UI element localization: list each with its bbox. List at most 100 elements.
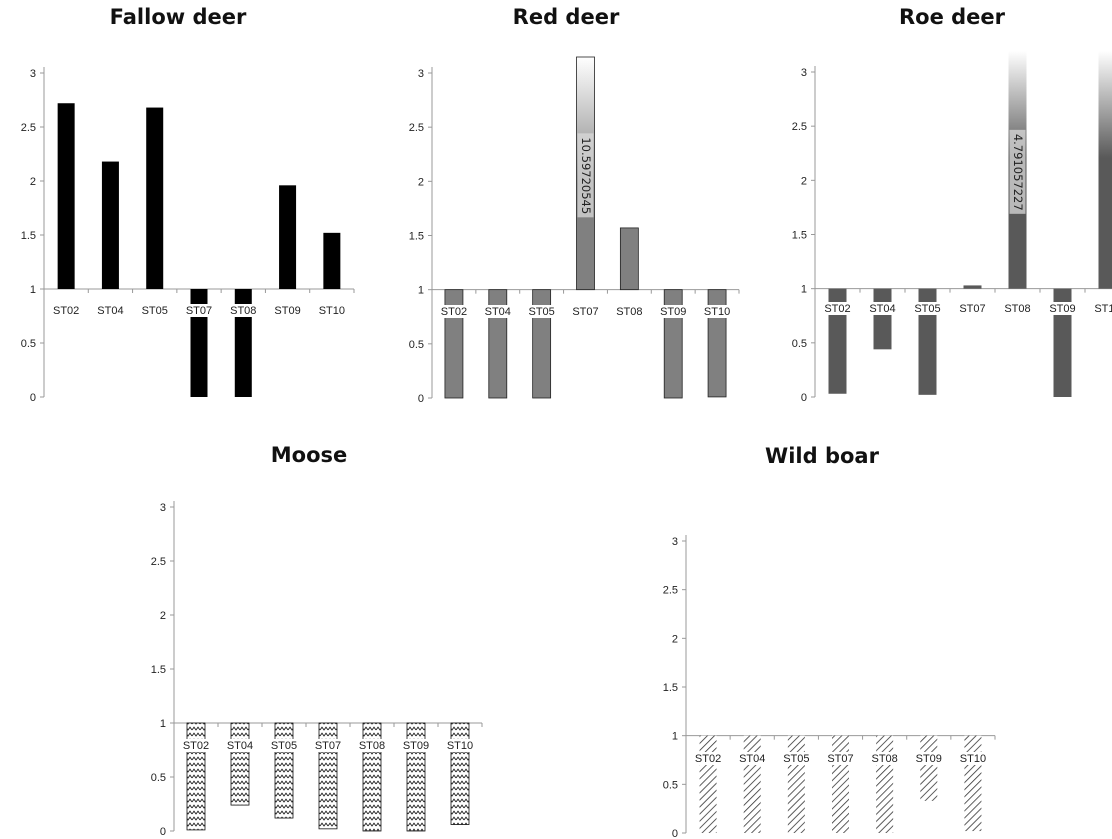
fallow-deer-cat-label-bg — [273, 304, 302, 317]
roe-deer-cat-label-st05: ST05 — [914, 303, 940, 315]
moose-bar-st10 — [450, 722, 470, 825]
wild-boar-cat-label-bg — [914, 752, 943, 765]
wild-boar-cat-label-st07: ST07 — [827, 753, 853, 765]
fallow-deer-title: Fallow deer — [110, 5, 247, 29]
moose-cat-label-st10: ST10 — [447, 740, 473, 752]
roe-deer-cat-label-bg — [868, 302, 897, 315]
fallow-deer-cat-label-st05: ST05 — [142, 305, 168, 317]
fallow-deer-chart: Fallow deer 0 0.5 1 1.5 2 2.5 3 ST02 ST04 ST05 ST07… — [21, 5, 355, 404]
roe-deer-cat-label-bg — [913, 302, 942, 315]
roe-deer-bar-st10 — [1098, 51, 1112, 289]
moose-cat-label-bg — [182, 739, 210, 752]
moose-cat-label-st05: ST05 — [271, 740, 297, 752]
roe-deer-cat-label-st07: ST07 — [959, 303, 985, 315]
red-deer-cat-label-bg — [659, 305, 688, 318]
roe-deer-cat-label-st04: ST04 — [869, 303, 895, 315]
roe-deer-cat-label-bg — [1003, 302, 1032, 315]
wild-boar-y-tick-label: 3 — [672, 536, 678, 548]
roe-deer-bar-st05 — [918, 288, 937, 395]
fallow-deer-y-tick-label: 1.5 — [21, 230, 36, 242]
moose-cat-label-st02: ST02 — [183, 740, 209, 752]
moose-y-tick-label: 3 — [160, 502, 166, 514]
fallow-deer-cat-label-st02: ST02 — [53, 305, 79, 317]
red-deer-y-tick-label: 2 — [418, 176, 424, 188]
fallow-deer-cat-label-bg — [96, 304, 125, 317]
wild-boar-title: Wild boar — [765, 444, 880, 468]
moose-cat-label-st09: ST09 — [403, 740, 429, 752]
fallow-deer-cat-label-st08: ST08 — [230, 305, 256, 317]
red-deer-bar-st08 — [619, 227, 639, 291]
roe-deer-cat-label-bg — [1048, 302, 1077, 315]
fallow-deer-y-tick-label: 2 — [30, 176, 36, 188]
wild-boar-cat-label-st10: ST10 — [960, 753, 986, 765]
roe-deer-bar-st04 — [873, 288, 892, 350]
roe-deer-y-tick-label: 2 — [801, 175, 807, 187]
moose-cat-label-st08: ST08 — [359, 740, 385, 752]
red-deer-cat-label-bg — [483, 305, 512, 318]
fallow-deer-bar-st02 — [57, 103, 75, 290]
fallow-deer-y-tick-label: 3 — [30, 68, 36, 80]
roe-deer-y-tick-label: 3 — [801, 67, 807, 79]
fallow-deer-cat-label-st09: ST09 — [274, 305, 300, 317]
moose-y-tick-label: 2 — [160, 610, 166, 622]
wild-boar-cat-label-bg — [738, 752, 767, 765]
moose-bar-st04 — [230, 722, 250, 806]
roe-deer-title: Roe deer — [899, 5, 1006, 29]
fallow-deer-cat-label-bg — [140, 304, 169, 317]
red-deer-title: Red deer — [513, 5, 620, 29]
red-deer-cat-label-st02: ST02 — [441, 306, 467, 318]
red-deer-y-tick-label: 1 — [418, 285, 424, 297]
roe-deer-cat-label-bg — [958, 302, 987, 315]
wild-boar-bar-st08 — [876, 735, 894, 833]
fallow-deer-cat-label-st10: ST10 — [319, 305, 345, 317]
fallow-deer-y-tick-label: 0.5 — [21, 338, 36, 350]
roe-deer-y-tick-label: 1.5 — [792, 230, 807, 242]
red-deer-y-tick-label: 3 — [418, 68, 424, 80]
moose-cat-label-st04: ST04 — [227, 740, 253, 752]
red-deer-cat-label-st10: ST10 — [704, 306, 730, 318]
roe-deer-cat-label-bg — [823, 302, 852, 315]
moose-y-tick-label: 1.5 — [151, 664, 166, 676]
moose-y-tick-label: 1 — [160, 718, 166, 730]
moose-chart: Moose 0 0.5 1 1.5 2 2.5 3 ST02 ST04 ST05 ST07 ST08 ST… — [151, 443, 483, 838]
moose-cat-label-st07: ST07 — [315, 740, 341, 752]
fallow-deer-bar-st05 — [146, 107, 164, 289]
red-deer-chart: Red deer 0 0.5 1 1.5 2 2.5 3 10.59720545 ST02 ST04… — [409, 5, 740, 405]
moose-title: Moose — [271, 443, 348, 467]
wild-boar-chart: Wild boar 0 0.5 1 1.5 2 2.5 3 ST02 ST04 ST05 ST07 ST… — [663, 444, 996, 839]
moose-bar-st05 — [274, 722, 294, 819]
wild-boar-y-tick-label: 1.5 — [663, 682, 678, 694]
wild-boar-cat-label-bg — [958, 752, 987, 765]
wild-boar-cat-label-st04: ST04 — [739, 753, 765, 765]
wild-boar-cat-label-st05: ST05 — [783, 753, 809, 765]
wild-boar-y-tick-label: 2.5 — [663, 585, 678, 597]
moose-cat-label-bg — [270, 739, 298, 752]
fallow-deer-y-tick-label: 2.5 — [21, 122, 36, 134]
roe-deer-y-tick-label: 1 — [801, 284, 807, 296]
red-deer-cat-label-st07: ST07 — [572, 306, 598, 318]
moose-cat-label-bg — [314, 739, 342, 752]
red-deer-cat-label-st09: ST09 — [660, 306, 686, 318]
roe-deer-bar-st09 — [1053, 288, 1072, 397]
fallow-deer-y-tick-label: 1 — [30, 284, 36, 296]
roe-deer-cat-label-st10: ST10 — [1094, 303, 1112, 315]
wild-boar-y-tick-label: 0.5 — [663, 779, 678, 791]
fallow-deer-bar-st04 — [101, 161, 119, 289]
roe-deer-cat-label-st08: ST08 — [1004, 303, 1030, 315]
moose-cat-label-bg — [402, 739, 430, 752]
fallow-deer-cat-label-bg — [52, 304, 81, 317]
roe-deer-cat-label-st09: ST09 — [1049, 303, 1075, 315]
roe-deer-y-tick-label: 0 — [801, 392, 807, 404]
fallow-deer-cat-label-bg — [317, 304, 346, 317]
wild-boar-bar-st09 — [920, 735, 938, 801]
wild-boar-cat-label-st08: ST08 — [871, 753, 897, 765]
roe-deer-bar-st07 — [963, 285, 982, 289]
roe-deer-y-tick-label: 2.5 — [792, 121, 807, 133]
wild-boar-y-tick-label: 0 — [672, 828, 678, 839]
red-deer-cat-label-st08: ST08 — [616, 306, 642, 318]
red-deer-cat-label-bg — [703, 305, 732, 318]
wild-boar-cat-label-st09: ST09 — [916, 753, 942, 765]
wild-boar-y-tick-label: 1 — [672, 731, 678, 743]
red-deer-y-tick-label: 0.5 — [409, 339, 424, 351]
